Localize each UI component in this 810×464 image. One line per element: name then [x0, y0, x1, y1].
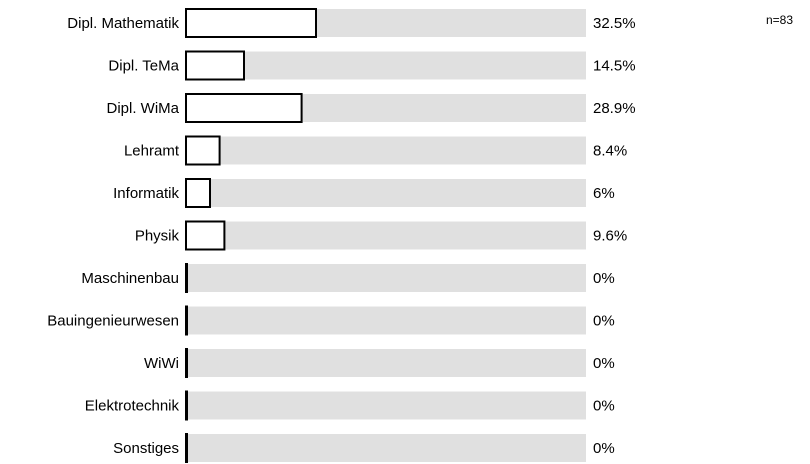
track-8: [186, 349, 586, 377]
category-label: Dipl. Mathematik: [67, 15, 179, 32]
bar-6: [185, 263, 188, 293]
bar-10: [185, 433, 188, 463]
track-5: [186, 221, 586, 250]
track-1: [186, 51, 586, 80]
bars: [185, 8, 317, 463]
value-label: 0%: [593, 270, 615, 287]
value-label: 9.6%: [593, 228, 627, 245]
bar-7: [185, 305, 188, 336]
value-labels: 32.5% 14.5% 28.9% 8.4% 6% 9.6% 0% 0% 0% 0% 0%: [593, 15, 636, 457]
value-label: 32.5%: [593, 15, 636, 32]
category-label: Physik: [135, 228, 180, 245]
value-label: 8.4%: [593, 143, 627, 160]
category-label: Dipl. WiMa: [106, 100, 179, 117]
category-label: Informatik: [113, 185, 179, 202]
value-label: 0%: [593, 313, 615, 330]
track-9: [186, 391, 586, 420]
value-label: 6%: [593, 185, 615, 202]
sample-size-label: n=83: [766, 13, 793, 27]
track-7: [186, 306, 586, 335]
category-label: Maschinenbau: [81, 270, 179, 287]
bar-1: [185, 50, 245, 81]
category-label: Bauingenieurwesen: [47, 313, 179, 330]
category-label: Sonstiges: [113, 440, 179, 457]
value-label: 0%: [593, 355, 615, 372]
bar-9: [185, 390, 188, 421]
value-label: 0%: [593, 398, 615, 415]
track-6: [186, 264, 586, 292]
bar-0: [185, 8, 317, 38]
category-label: WiWi: [144, 355, 179, 372]
bar-8: [185, 348, 188, 378]
value-label: 0%: [593, 440, 615, 457]
track-10: [186, 434, 586, 462]
track-3: [186, 136, 586, 165]
value-label: 28.9%: [593, 100, 636, 117]
track-4: [186, 179, 586, 207]
bar-5: [185, 220, 226, 251]
category-label: Dipl. TeMa: [108, 58, 179, 75]
background-tracks: [186, 9, 586, 462]
bar-3: [185, 135, 221, 166]
category-label: Elektrotechnik: [85, 398, 180, 415]
bar-2: [185, 93, 303, 123]
category-labels: Dipl. Mathematik Dipl. TeMa Dipl. WiMa Lehr…: [47, 15, 180, 457]
category-label: Lehramt: [124, 143, 180, 160]
value-label: 14.5%: [593, 58, 636, 75]
bar-4: [185, 178, 211, 208]
